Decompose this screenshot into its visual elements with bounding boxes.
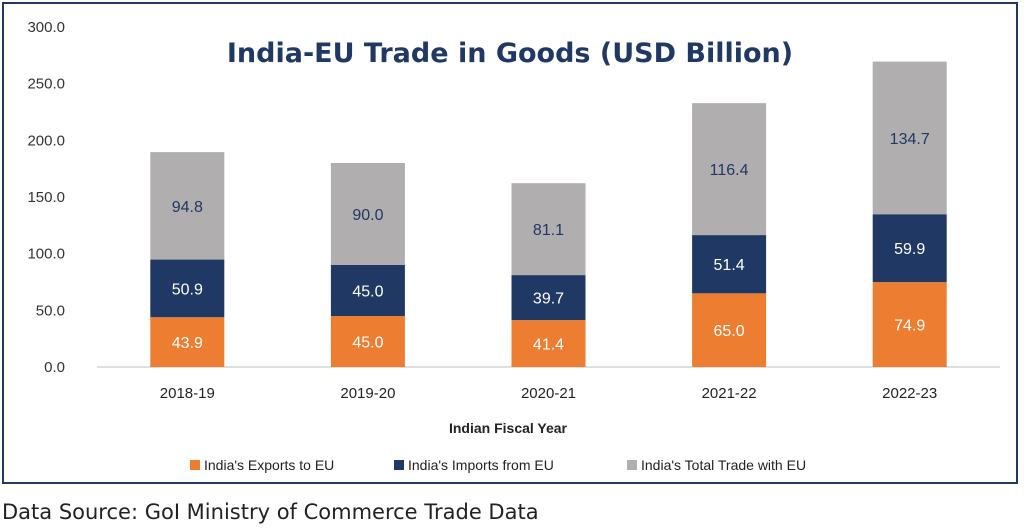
bar-segment: [150, 152, 225, 260]
y-axis: 0.0 50.0 100.0 150.0 200.0 250.0 300.0: [27, 19, 65, 376]
data-label: 51.4: [714, 257, 745, 274]
bar-segment: [872, 214, 947, 283]
x-tick-label: 2019-20: [340, 385, 395, 402]
legend: India's Exports to EU India's Imports fro…: [190, 457, 806, 473]
data-label: 45.0: [352, 335, 383, 352]
y-tick-label: 0.0: [44, 359, 65, 376]
legend-label: India's Imports from EU: [408, 457, 554, 473]
bar-segment: [511, 320, 586, 367]
y-tick-label: 50.0: [36, 302, 65, 319]
bar-segment: [511, 183, 586, 276]
data-label: 74.9: [894, 318, 925, 335]
data-label: 50.9: [172, 281, 203, 298]
y-tick-label: 300.0: [27, 19, 65, 36]
bar-segment: [511, 275, 586, 321]
data-label: 81.1: [533, 222, 564, 239]
data-label: 90.0: [352, 207, 383, 224]
data-label: 116.4: [710, 162, 749, 179]
data-label: 134.7: [890, 131, 930, 148]
legend-label: India's Exports to EU: [204, 457, 334, 473]
bar-segment: [872, 61, 947, 215]
legend-label: India's Total Trade with EU: [641, 457, 806, 473]
legend-swatch: [627, 460, 637, 470]
data-label: 41.4: [533, 337, 564, 354]
x-tick-label: 2022-23: [882, 385, 937, 402]
data-label: 45.0: [352, 284, 383, 301]
x-axis-label: Indian Fiscal Year: [449, 420, 568, 436]
data-source-note: Data Source: GoI Ministry of Commerce Tr…: [2, 500, 539, 524]
bar-segment: [330, 316, 405, 367]
bar-segment: [150, 259, 225, 318]
y-tick-label: 100.0: [27, 246, 65, 263]
y-tick-label: 200.0: [27, 132, 65, 149]
x-tick-label: 2020-21: [521, 385, 576, 402]
x-axis: 2018-19 2019-20 2020-21 2021-22 2022-23: [160, 385, 937, 402]
x-tick-label: 2021-22: [702, 385, 757, 402]
data-label: 65.0: [714, 323, 745, 340]
legend-swatch: [394, 460, 404, 470]
bar-segment: [692, 103, 767, 236]
data-label: 59.9: [894, 241, 925, 258]
chart-title: India-EU Trade in Goods (USD Billion): [227, 38, 793, 69]
data-label: 39.7: [533, 291, 564, 308]
bar-segment: [150, 317, 225, 367]
bars-group: 43.9 50.9 94.8 45.0 45.0 90.0 41.4 39.7 81.1 65.0…: [150, 61, 947, 367]
bar-segment: [692, 293, 767, 367]
data-label: 94.8: [172, 199, 203, 216]
stacked-bar-chart: India-EU Trade in Goods (USD Billion) 0.…: [27, 19, 1000, 473]
bar-segment: [330, 163, 405, 265]
data-label: 43.9: [172, 335, 203, 352]
y-tick-label: 250.0: [27, 76, 65, 93]
bar-segment: [872, 282, 947, 367]
y-tick-label: 150.0: [27, 189, 65, 206]
legend-swatch: [190, 460, 200, 470]
bar-segment: [330, 265, 405, 316]
x-tick-label: 2018-19: [160, 385, 215, 402]
bar-segment: [692, 235, 767, 294]
